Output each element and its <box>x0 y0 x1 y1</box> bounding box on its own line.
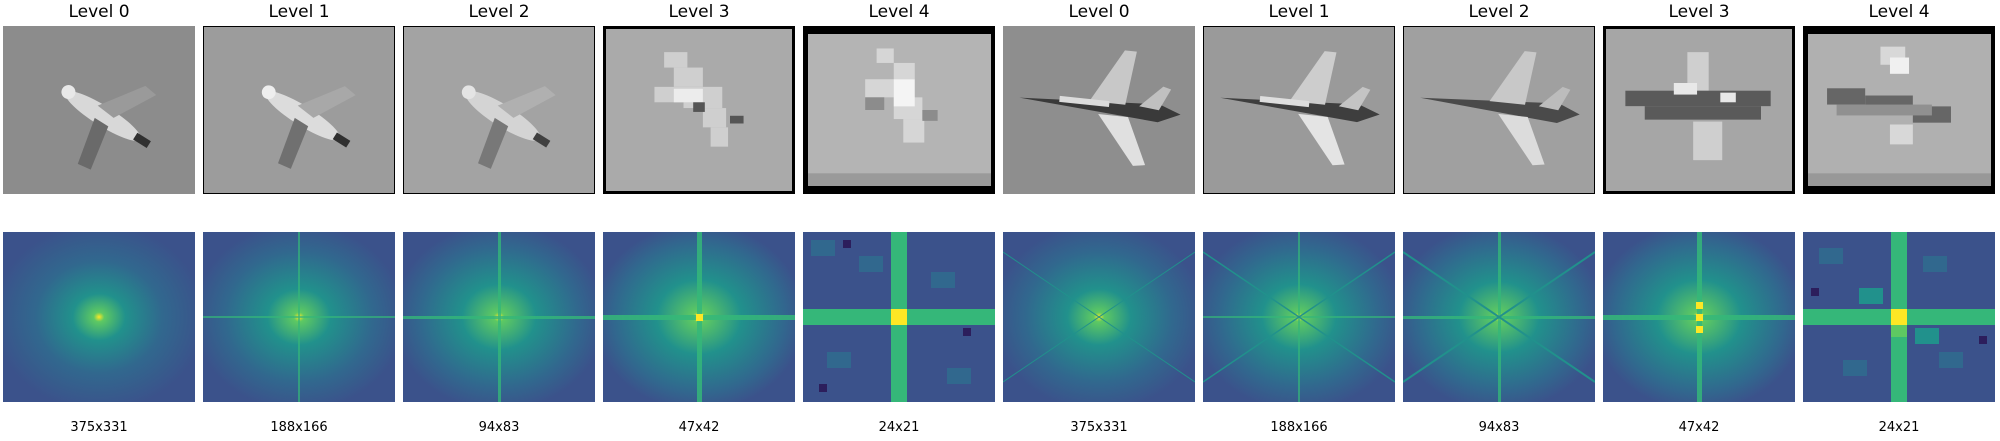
jet-spectrum-level-0 <box>1003 232 1195 402</box>
spectrum-picture <box>3 232 195 402</box>
bird-image-level-4 <box>803 26 995 194</box>
bird-image-level-1 <box>203 26 395 194</box>
jet-picture <box>1003 26 1195 194</box>
bird-picture <box>404 27 594 193</box>
bird-image-level-0 <box>3 26 195 194</box>
resolution-label: 375x331 <box>70 420 128 435</box>
jet-spectrum-level-4 <box>1803 232 1995 402</box>
jet-image-level-1 <box>1203 26 1395 194</box>
bird-picture <box>204 27 394 193</box>
resolution-label: 188x166 <box>1270 420 1328 435</box>
bird-spectrum-level-3 <box>603 232 795 402</box>
bird-image-level-3 <box>603 26 795 194</box>
spectrum-picture <box>1003 232 1195 402</box>
spectrum-picture <box>803 232 995 402</box>
resolution-label: 47x42 <box>678 420 720 435</box>
resolution-label: 188x166 <box>270 420 328 435</box>
jet-image-level-4 <box>1803 26 1995 194</box>
spectrum-picture <box>1203 232 1395 402</box>
resolution-label: 47x42 <box>1678 420 1720 435</box>
spectrum-picture <box>1803 232 1995 402</box>
resolution-label: 375x331 <box>1070 420 1128 435</box>
jet-image-level-2 <box>1403 26 1595 194</box>
panel-title: Level 1 <box>268 2 330 22</box>
spectrum-picture <box>203 232 395 402</box>
bird-picture <box>808 34 991 186</box>
spectrum-picture <box>1403 232 1595 402</box>
panel-title: Level 3 <box>668 2 730 22</box>
jet-picture <box>1808 34 1991 186</box>
spectrum-picture <box>403 232 595 402</box>
panel-title: Level 4 <box>868 2 930 22</box>
jet-picture <box>1204 27 1394 193</box>
jet-spectrum-level-2 <box>1403 232 1595 402</box>
panel-title: Level 0 <box>68 2 130 22</box>
resolution-label: 24x21 <box>878 420 920 435</box>
panel-title: Level 4 <box>1868 2 1930 22</box>
jet-spectrum-level-1 <box>1203 232 1395 402</box>
bird-image-level-2 <box>403 26 595 194</box>
panel-title: Level 2 <box>468 2 530 22</box>
jet-image-level-0 <box>1003 26 1195 194</box>
spectrum-picture <box>1603 232 1795 402</box>
resolution-label: 94x83 <box>1478 420 1520 435</box>
bird-picture <box>3 26 195 194</box>
jet-picture <box>1404 27 1594 193</box>
jet-image-level-3 <box>1603 26 1795 194</box>
panel-title: Level 0 <box>1068 2 1130 22</box>
bird-spectrum-level-0 <box>3 232 195 402</box>
panel-title: Level 3 <box>1668 2 1730 22</box>
spectrum-picture <box>603 232 795 402</box>
bird-spectrum-level-4 <box>803 232 995 402</box>
jet-picture <box>1606 29 1792 191</box>
resolution-label: 94x83 <box>478 420 520 435</box>
bird-picture <box>606 29 792 191</box>
panel-title: Level 1 <box>1268 2 1330 22</box>
bird-spectrum-level-2 <box>403 232 595 402</box>
resolution-label: 24x21 <box>1878 420 1920 435</box>
panel-title: Level 2 <box>1468 2 1530 22</box>
jet-spectrum-level-3 <box>1603 232 1795 402</box>
bird-spectrum-level-1 <box>203 232 395 402</box>
